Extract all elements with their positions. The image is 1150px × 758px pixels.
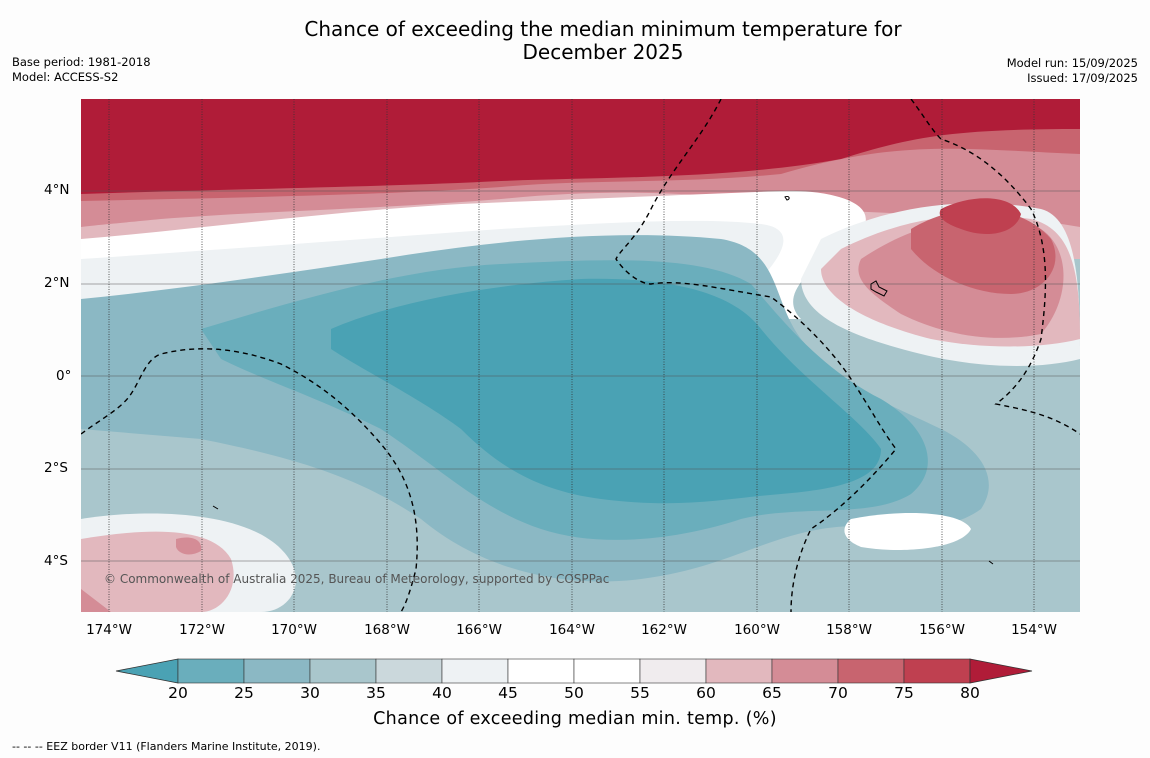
east-warm-75: [911, 209, 1056, 294]
lon-label-166w: 166°W: [456, 622, 502, 638]
lon-label-160w: 160°W: [734, 622, 780, 638]
map-canvas: [81, 99, 1080, 612]
lon-label-154w: 154°W: [1011, 622, 1057, 638]
colorbar-segment: [639, 658, 707, 684]
east-warm-80: [939, 198, 1021, 234]
colorbar-tick-label: 55: [630, 684, 650, 702]
lat-label-4n: 4°N: [44, 182, 70, 198]
colorbar-extend-low: [115, 658, 179, 684]
colorbar-svg: [115, 658, 1033, 684]
island-outlines: [212, 195, 994, 565]
colorbar-segment: [573, 658, 641, 684]
colorbar-tick-label: 80: [960, 684, 980, 702]
colorbar-segment: [177, 658, 245, 684]
issued-date: Issued: 17/09/2025: [1027, 71, 1138, 85]
cool-region-20: [331, 278, 881, 504]
north-band-80: [81, 99, 1080, 194]
lat-label-4s: 4°S: [44, 553, 68, 569]
colorbar-segment: [837, 658, 905, 684]
southwest-warm-70-patch: [176, 537, 202, 555]
lat-label-2s: 2°S: [44, 460, 68, 476]
colorbar-tick-label: 20: [168, 684, 188, 702]
map-title-line1: Chance of exceeding the median minimum t…: [304, 17, 902, 41]
lon-label-174w: 174°W: [86, 622, 132, 638]
lat-label-0: 0°: [56, 368, 72, 384]
colorbar-segment: [375, 658, 443, 684]
lon-label-172w: 172°W: [179, 622, 225, 638]
colorbar-tick-label: 50: [564, 684, 584, 702]
colorbar-tick-label: 25: [234, 684, 254, 702]
colorbar-tick-label: 30: [300, 684, 320, 702]
colorbar-segment: [309, 658, 377, 684]
colorbar-extend-high: [969, 658, 1033, 684]
lon-label-162w: 162°W: [641, 622, 687, 638]
colorbar: [112, 656, 1038, 690]
base-period: Base period: 1981-2018: [12, 55, 151, 69]
colorbar-segment: [243, 658, 311, 684]
southwest-corner-70: [81, 589, 111, 612]
lon-label-158w: 158°W: [826, 622, 872, 638]
eez-footnote: -- -- -- EEZ border V11 (Flanders Marine…: [12, 740, 321, 753]
graticule-parallels: [81, 190, 1080, 562]
colorbar-segment: [705, 658, 773, 684]
map-title-line2: December 2025: [522, 40, 684, 64]
meta-right: Model run: 15/09/2025 Issued: 17/09/2025: [1007, 56, 1138, 86]
lon-label-168w: 168°W: [364, 622, 410, 638]
eez-borders: [81, 99, 1080, 612]
colorbar-tick-label: 65: [762, 684, 782, 702]
lon-label-164w: 164°W: [549, 622, 595, 638]
colorbar-segment: [903, 658, 971, 684]
colorbar-tick-label: 35: [366, 684, 386, 702]
colorbar-segment: [507, 658, 575, 684]
lon-label-156w: 156°W: [919, 622, 965, 638]
map-panel: [81, 99, 1080, 612]
colorbar-tick-label: 40: [432, 684, 452, 702]
graticule-meridians: [108, 99, 1035, 612]
colorbar-tick-label: 45: [498, 684, 518, 702]
lat-label-2n: 2°N: [44, 275, 70, 291]
colorbar-segment: [771, 658, 839, 684]
model-name: Model: ACCESS-S2: [12, 70, 119, 84]
map-title: Chance of exceeding the median minimum t…: [0, 18, 1150, 64]
meta-left: Base period: 1981-2018 Model: ACCESS-S2: [12, 55, 151, 85]
colorbar-segment: [441, 658, 509, 684]
colorbar-label: Chance of exceeding median min. temp. (%…: [373, 709, 777, 729]
colorbar-tick-label: 60: [696, 684, 716, 702]
lon-label-170w: 170°W: [271, 622, 317, 638]
model-run: Model run: 15/09/2025: [1006, 56, 1138, 70]
colorbar-tick-label: 70: [828, 684, 848, 702]
southeast-white-patch: [844, 513, 971, 550]
copyright-notice: © Commonwealth of Australia 2025, Bureau…: [104, 572, 610, 586]
colorbar-tick-label: 75: [894, 684, 914, 702]
